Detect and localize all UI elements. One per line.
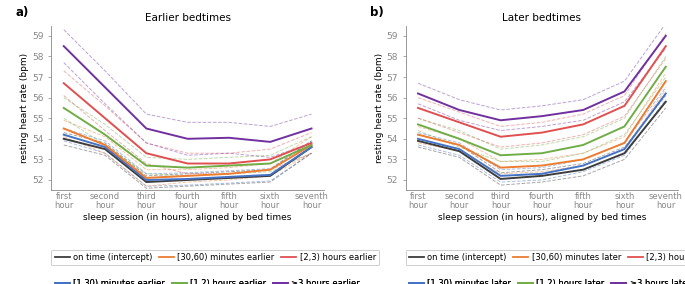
Text: a): a)	[16, 6, 29, 19]
Y-axis label: resting heart rate (bpm): resting heart rate (bpm)	[375, 53, 384, 163]
Text: b): b)	[370, 6, 384, 19]
Legend: [1,30) minutes later, [1,2) hours later, ≥3 hours later: [1,30) minutes later, [1,2) hours later,…	[406, 276, 685, 284]
Title: Earlier bedtimes: Earlier bedtimes	[145, 13, 231, 23]
Title: Later bedtimes: Later bedtimes	[502, 13, 582, 23]
Legend: [1,30) minutes earlier, [1,2) hours earlier, ≥3 hours earlier: [1,30) minutes earlier, [1,2) hours earl…	[51, 276, 363, 284]
Y-axis label: resting heart rate (bpm): resting heart rate (bpm)	[21, 53, 29, 163]
X-axis label: sleep session (in hours), aligned by bed times: sleep session (in hours), aligned by bed…	[438, 213, 646, 222]
X-axis label: sleep session (in hours), aligned by bed times: sleep session (in hours), aligned by bed…	[84, 213, 292, 222]
